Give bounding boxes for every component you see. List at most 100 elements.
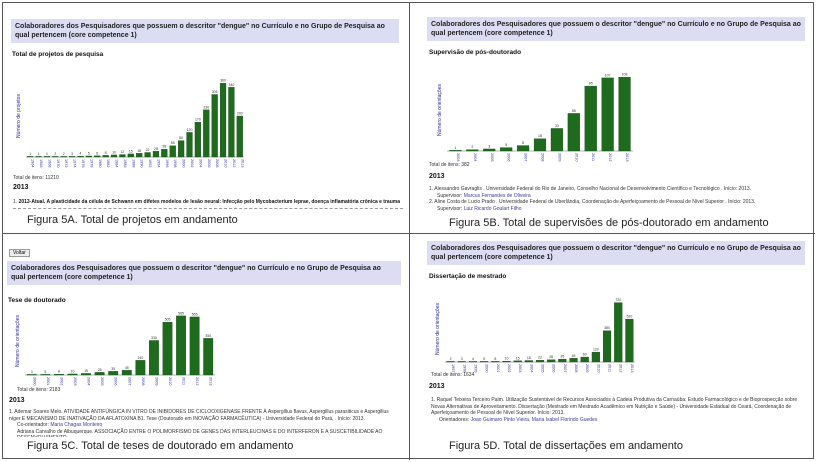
bar[interactable] [602, 330, 612, 363]
panel-d-total: Total de itens: 1634 [431, 372, 475, 378]
bar[interactable] [446, 361, 455, 363]
bar[interactable] [601, 77, 614, 152]
bar[interactable] [77, 156, 84, 158]
bar-value-label: 33 [555, 124, 559, 128]
panel-b-item-2-text: Aline Costa de Lucio Prado . Universidad… [434, 199, 756, 205]
bar[interactable] [119, 154, 126, 158]
bar[interactable] [211, 94, 218, 158]
bar[interactable] [550, 128, 563, 152]
x-tick-label: 2002 [190, 159, 194, 167]
bar-value-label: 4 [80, 152, 82, 156]
panel-b-item-1: 1. Alessandro Gavraglis . Universidade F… [429, 186, 809, 193]
x-tick-label: 2003 [456, 153, 460, 161]
bar[interactable] [513, 360, 522, 363]
bar[interactable] [468, 361, 478, 363]
bar[interactable] [203, 109, 210, 158]
x-tick-label: 2011 [591, 153, 595, 161]
bar[interactable] [110, 154, 118, 158]
bar[interactable] [52, 156, 59, 158]
bar[interactable] [144, 152, 151, 158]
x-tick-label: 1970 [56, 159, 60, 167]
voltar-button[interactable]: Voltar [9, 249, 30, 257]
bar[interactable] [169, 145, 176, 158]
bar[interactable] [186, 132, 193, 158]
bar[interactable] [558, 358, 567, 363]
panel-a-header: Colaboradores dos Pesquisadores que poss… [11, 19, 399, 43]
bar[interactable] [161, 149, 168, 158]
panel-a-year: 2013 [13, 184, 29, 191]
bar[interactable] [547, 359, 556, 363]
bar[interactable] [203, 338, 214, 376]
bar-value-label: 200 [237, 112, 243, 116]
bar-value-label: 5 [88, 151, 90, 155]
bar[interactable] [535, 360, 545, 363]
bar[interactable] [491, 361, 500, 363]
bar[interactable] [121, 370, 132, 376]
bar[interactable] [54, 374, 64, 376]
bar[interactable] [194, 122, 201, 158]
bar[interactable] [102, 155, 109, 158]
bar[interactable] [26, 374, 37, 376]
bar[interactable] [67, 373, 78, 376]
x-tick-label: 1998 [173, 159, 177, 167]
bar[interactable] [580, 356, 589, 363]
bar-value-label: 15 [129, 149, 133, 153]
bar[interactable] [108, 371, 119, 376]
bar[interactable] [236, 115, 243, 158]
bar[interactable] [152, 151, 160, 158]
bar[interactable] [60, 156, 67, 158]
bar[interactable] [591, 351, 600, 363]
bar[interactable] [135, 360, 146, 376]
bar[interactable] [480, 361, 489, 363]
bar-value-label: 230 [203, 105, 209, 109]
bar[interactable] [136, 153, 143, 158]
bar[interactable] [127, 153, 134, 158]
bar[interactable] [94, 155, 101, 158]
bar[interactable] [502, 361, 511, 363]
bar[interactable] [40, 374, 51, 376]
bar[interactable] [466, 149, 479, 152]
y-axis-label: Número de orientações [435, 303, 441, 355]
x-tick-label: 2009 [154, 377, 158, 385]
bar[interactable] [500, 147, 513, 152]
bar[interactable] [517, 145, 530, 152]
panel-b-item-1-supervisor-link[interactable]: Marcus Fernandes de Oliveira [463, 192, 531, 199]
chart-dissertacoes: Número de orientações2199731998419995200… [435, 298, 635, 372]
bar[interactable] [85, 155, 92, 158]
bar[interactable] [584, 85, 597, 152]
bar[interactable] [178, 140, 185, 158]
panel-d-item-1-text: Raquel Teixeira Terceiro Paim. Utilizaçã… [431, 397, 798, 416]
panel-d-item-1-orientadores-link[interactable]: Joao Guimaro Pinto Vieira, Maria Isabel … [470, 416, 598, 423]
x-tick-label: 2012 [619, 364, 623, 372]
bar[interactable] [449, 150, 462, 152]
bar[interactable] [43, 156, 51, 158]
panel-a-item-text[interactable]: 2013-Atual. A plasticidade da célula de … [18, 199, 400, 205]
bar-value-label: 25 [98, 368, 102, 372]
bar[interactable] [614, 302, 623, 363]
bar[interactable] [162, 322, 173, 376]
bar[interactable] [81, 373, 91, 376]
bar[interactable] [524, 360, 533, 363]
bar[interactable] [35, 156, 42, 158]
bar[interactable] [27, 156, 34, 158]
bar[interactable] [625, 318, 634, 363]
bar[interactable] [457, 361, 466, 363]
panel-b-item-2-supervisor-link[interactable]: Luiz Ricardo Goulart Filho [463, 205, 522, 212]
bar-value-label: 55 [572, 109, 576, 113]
bar[interactable] [94, 372, 105, 376]
bar[interactable] [219, 83, 227, 158]
bar[interactable] [567, 113, 580, 152]
bar[interactable] [533, 138, 547, 152]
bar[interactable] [69, 156, 76, 158]
bar[interactable] [149, 340, 159, 376]
bar[interactable] [189, 316, 200, 376]
panel-c-item-1-coorientador-link[interactable]: Maria Chagas Monteiro [50, 422, 103, 428]
bar[interactable] [569, 358, 578, 363]
bar[interactable] [228, 87, 235, 158]
x-tick-label: 1978 [89, 159, 93, 167]
bar[interactable] [176, 315, 186, 376]
bar-value-label: 520 [626, 315, 632, 319]
bar[interactable] [618, 77, 631, 152]
x-tick-label: 2009 [585, 364, 589, 372]
bar[interactable] [483, 148, 496, 152]
